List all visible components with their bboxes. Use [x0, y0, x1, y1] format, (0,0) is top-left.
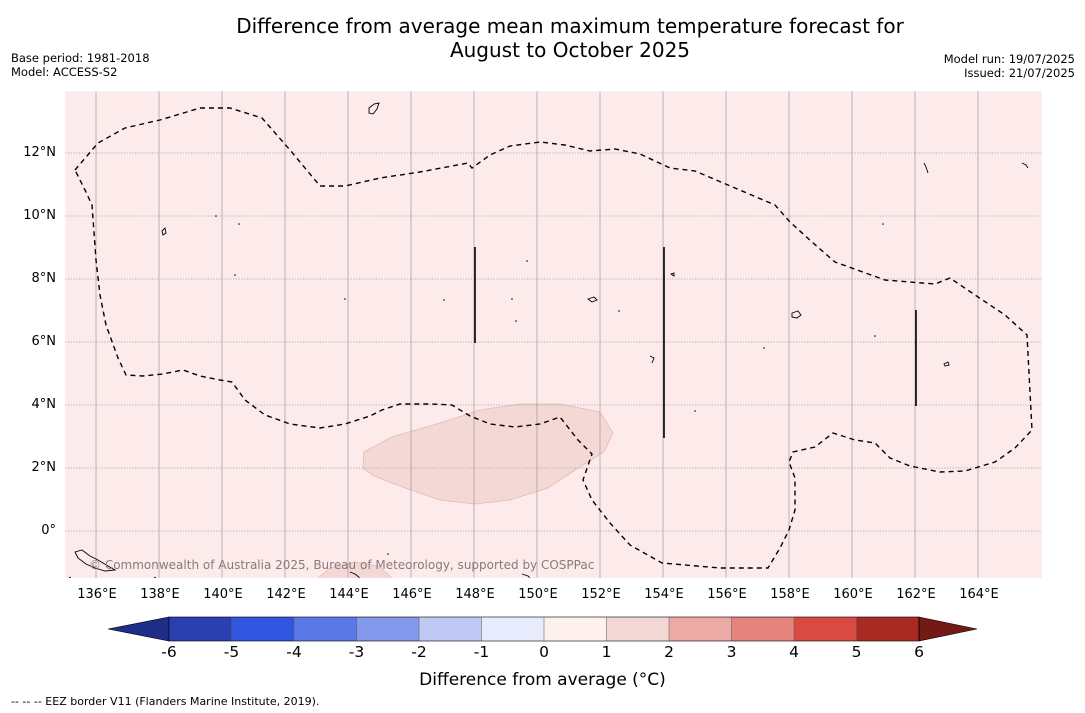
colorbar-swatch-4 — [356, 617, 419, 641]
lon-tick-156e: 156°E — [707, 587, 747, 602]
lon-tick-144e: 144°E — [329, 587, 369, 602]
lon-tick-158e: 158°E — [770, 587, 810, 602]
model-run: Model run: 19/07/2025 — [943, 52, 1075, 66]
colorbar-swatch-11 — [794, 617, 857, 641]
issued-date: Issued: 21/07/2025 — [964, 66, 1075, 80]
lat-tick-12n: 12°N — [23, 145, 56, 160]
colorbar-swatch-3 — [294, 617, 357, 641]
eez-border-main — [74, 107, 1033, 569]
base-period: Base period: 1981-2018 — [11, 51, 150, 65]
island-small-5 — [349, 571, 361, 578]
map-background — [65, 91, 1042, 578]
colorbar — [107, 616, 978, 642]
island-chuuk — [587, 296, 598, 303]
colorbar-label-neg3: -3 — [348, 643, 365, 661]
colorbar-swatch-5 — [419, 617, 482, 641]
island-yap — [161, 227, 167, 236]
lat-tick-0: 0° — [41, 523, 56, 538]
colorbar-label-6: 6 — [914, 643, 924, 661]
boundary-lines — [474, 247, 917, 438]
anomaly-patch-1-to-2 — [362, 403, 614, 505]
atolls — [68, 215, 884, 578]
lon-tick-148e: 148°E — [455, 587, 495, 602]
colorbar-label-neg1: -1 — [473, 643, 490, 661]
colorbar-label-3: 3 — [726, 643, 737, 661]
lon-tick-146e: 146°E — [392, 587, 432, 602]
colorbar-swatch-10 — [731, 617, 794, 641]
lat-tick-10n: 10°N — [23, 208, 56, 223]
lon-tick-164e: 164°E — [959, 587, 999, 602]
title-line-1: Difference from average mean maximum tem… — [236, 14, 904, 38]
lat-tick-8n: 8°N — [31, 271, 57, 286]
island-pohnpei — [791, 310, 802, 319]
lon-tick-162e: 162°E — [896, 587, 936, 602]
map-frame — [64, 90, 1043, 579]
colorbar-arrow-high — [918, 616, 978, 642]
colorbar-swatch-6 — [481, 617, 544, 641]
eez-borders — [74, 107, 1033, 569]
eez-footnote: -- -- -- EEZ border V11 (Flanders Marine… — [11, 695, 320, 708]
island-small-3 — [923, 162, 929, 174]
lat-tick-2n: 2°N — [31, 460, 57, 475]
meta-right: Model run: 19/07/2025 Issued: 21/07/2025 — [944, 52, 1075, 80]
title-line-2: August to October 2025 — [449, 38, 691, 62]
colorbar-label-0: 0 — [539, 643, 549, 661]
anomaly-patch-south — [317, 561, 393, 578]
lat-tick-4n: 4°N — [31, 397, 57, 412]
colorbar-swatch-9 — [669, 617, 732, 641]
colorbar-swatch-12 — [856, 617, 919, 641]
island-small-1 — [669, 272, 675, 277]
lon-tick-140e: 140°E — [203, 587, 243, 602]
colorbar-label-neg4: -4 — [286, 643, 302, 661]
islands — [74, 102, 1029, 578]
colorbar-label-2: 2 — [664, 643, 674, 661]
colorbar-swatch-1 — [169, 617, 232, 641]
lon-tick-136e: 136°E — [77, 587, 117, 602]
colorbar-title: Difference from average (°C) — [419, 670, 666, 690]
island-small-4 — [521, 573, 531, 578]
gridlines — [65, 91, 1042, 578]
lon-tick-150e: 150°E — [518, 587, 558, 602]
colorbar-label-neg2: -2 — [411, 643, 427, 661]
lon-tick-160e: 160°E — [833, 587, 873, 602]
colorbar-arrow-low — [107, 616, 170, 642]
lon-tick-142e: 142°E — [266, 587, 306, 602]
lat-tick-6n: 6°N — [31, 334, 57, 349]
model-name: Model: ACCESS-S2 — [11, 65, 118, 79]
island-small-6 — [649, 355, 655, 364]
map-title: Difference from average mean maximum tem… — [0, 14, 1085, 62]
colorbar-swatch-7 — [544, 617, 607, 641]
island-guam — [368, 102, 380, 115]
island-png — [74, 549, 117, 572]
island-small-2 — [1021, 162, 1029, 169]
colorbar-label-5: 5 — [851, 643, 862, 661]
colorbar-label-4: 4 — [789, 643, 799, 661]
colorbar-label-neg5: -5 — [223, 643, 240, 661]
colorbar-label-1: 1 — [601, 643, 612, 661]
lon-tick-154e: 154°E — [644, 587, 684, 602]
copyright-notice: © Commonwealth of Australia 2025, Bureau… — [89, 558, 595, 572]
lon-tick-152e: 152°E — [581, 587, 621, 602]
meta-left: Base period: 1981-2018 Model: ACCESS-S2 — [11, 51, 150, 79]
island-kosrae — [943, 361, 950, 367]
colorbar-swatch-2 — [231, 617, 294, 641]
lon-tick-138e: 138°E — [140, 587, 180, 602]
colorbar-label-neg6: -6 — [161, 643, 177, 661]
colorbar-swatch-8 — [606, 617, 669, 641]
